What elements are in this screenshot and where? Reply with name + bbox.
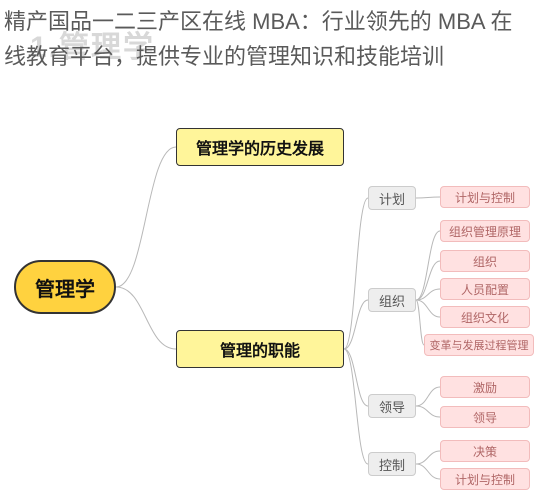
edge-b2-p_org (344, 300, 368, 349)
mindmap-container: 管理学管理学的历史发展管理的职能计划组织领导控制计划与控制组织管理原理组织人员配… (0, 120, 535, 500)
edge-p_lead-l7 (416, 387, 440, 406)
node-p_ctrl: 控制 (368, 452, 416, 476)
node-p_lead: 领导 (368, 394, 416, 418)
node-l4: 人员配置 (440, 278, 530, 300)
edge-p_ctrl-l9 (416, 451, 440, 464)
edge-p_lead-l8 (416, 406, 440, 417)
edge-p_ctrl-l10 (416, 464, 440, 479)
page-headline: 精产国品一二三产区在线 MBA：行业领先的 MBA 在线教育平台，提供专业的管理… (4, 4, 529, 74)
node-l2: 组织管理原理 (440, 220, 530, 242)
node-l10: 计划与控制 (440, 468, 530, 490)
node-p_plan: 计划 (368, 186, 416, 210)
node-l5: 组织文化 (440, 306, 530, 328)
node-l6: 变革与发展过程管理 (424, 334, 534, 356)
node-l1: 计划与控制 (440, 186, 530, 208)
edge-p_org-l6 (416, 300, 424, 345)
node-b2: 管理的职能 (176, 330, 344, 368)
node-l9: 决策 (440, 440, 530, 462)
node-l7: 激励 (440, 376, 530, 398)
node-root: 管理学 (14, 260, 116, 314)
node-l8: 领导 (440, 406, 530, 428)
edge-root-b1 (116, 147, 176, 287)
edge-root-b2 (116, 287, 176, 349)
edge-b2-p_ctrl (344, 349, 368, 464)
edge-p_plan-l1 (416, 197, 440, 198)
node-p_org: 组织 (368, 288, 416, 312)
edge-b2-p_lead (344, 349, 368, 406)
node-b1: 管理学的历史发展 (176, 128, 344, 166)
node-l3: 组织 (440, 250, 530, 272)
